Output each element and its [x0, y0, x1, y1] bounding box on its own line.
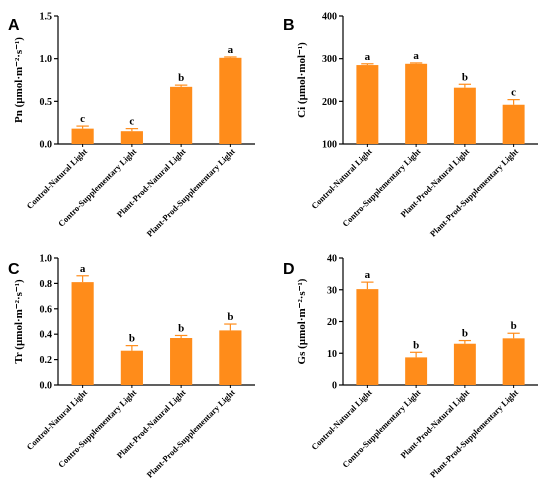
- significance-label: b: [178, 322, 184, 334]
- significance-label: b: [227, 311, 233, 323]
- y-tick-label: 0.0: [40, 140, 53, 151]
- chart-c-svg: C0.00.20.40.60.81.0Tr (µmol·m⁻²·s⁻¹)aCon…: [8, 254, 255, 480]
- significance-label: c: [80, 113, 85, 125]
- y-tick-label: 40: [327, 254, 337, 265]
- chart-panel-d: D 0 10 20 30 40 Gs (µmol·m⁻²·s⁻¹) a Control-Natu…: [275, 248, 550, 497]
- x-tick-label: Plant-Prod-Supplementary Light: [145, 387, 237, 479]
- y-axis-label: Ci (µmol·mol⁻¹): [296, 42, 308, 118]
- significance-label: a: [228, 44, 234, 56]
- y-tick-label: 0.5: [40, 97, 53, 108]
- y-tick-label: 1.0: [40, 254, 53, 265]
- significance-label: b: [178, 72, 184, 84]
- bar: [356, 65, 379, 144]
- bar: [405, 63, 428, 144]
- bar: [502, 104, 525, 144]
- bar: [405, 357, 428, 385]
- y-tick-label: 100: [322, 140, 337, 151]
- chart-panel-c: C 0.0 0.2 0.4 0.6 0.8 1.0 Tr (µmol·m⁻²·s⁻¹) a Con…: [0, 248, 275, 497]
- bar: [120, 350, 143, 385]
- bar: [170, 338, 193, 385]
- y-tick-label: 0.8: [40, 279, 53, 290]
- y-tick-label: 1.0: [40, 54, 53, 65]
- y-tick-label: 20: [327, 317, 337, 328]
- bar: [219, 330, 242, 385]
- x-tick-label: Contro-Supplementary Light: [340, 387, 422, 469]
- significance-label: b: [462, 71, 468, 83]
- bar: [120, 131, 143, 144]
- significance-label: a: [365, 51, 371, 63]
- bar: [453, 343, 476, 385]
- bar: [170, 86, 193, 144]
- chart-panel-b: B 100 200 300 400 Ci (µmol·mol⁻¹) a Control-Nat…: [275, 0, 550, 248]
- y-tick-label: 0.0: [40, 381, 53, 392]
- chart-panel-a: A 0.0 0.5 1.0 1.5 Pn (µmol·m⁻²·s⁻¹) c Control-N…: [0, 0, 275, 248]
- significance-label: a: [413, 50, 419, 62]
- significance-label: b: [129, 333, 135, 345]
- y-tick-label: 0: [332, 381, 337, 392]
- y-tick-label: 0.2: [40, 355, 53, 366]
- significance-label: b: [511, 320, 517, 332]
- y-axis-label: Tr (µmol·m⁻²·s⁻¹): [13, 279, 25, 364]
- panel-letter: B: [283, 17, 295, 34]
- bar: [219, 57, 242, 144]
- x-tick-label: Plant-Prod-Supplementary Light: [428, 146, 520, 238]
- x-tick-label: Contro-Supplementary Light: [340, 146, 422, 228]
- panel-letter: D: [283, 261, 295, 278]
- y-tick-label: 400: [322, 12, 337, 23]
- y-tick-label: 1.5: [40, 12, 53, 23]
- significance-label: c: [511, 87, 516, 99]
- bar: [356, 289, 379, 385]
- x-tick-label: Plant-Prod-Supplementary Light: [428, 387, 520, 479]
- bar: [71, 282, 94, 385]
- y-tick-label: 10: [327, 349, 337, 360]
- y-tick-label: 30: [327, 285, 337, 296]
- y-tick-label: 200: [322, 97, 337, 108]
- significance-label: b: [413, 339, 419, 351]
- bar: [453, 87, 476, 144]
- x-tick-label: Plant-Prod-Supplementary Light: [145, 146, 237, 238]
- significance-label: a: [80, 263, 86, 275]
- y-axis-label: Gs (µmol·m⁻²·s⁻¹): [296, 278, 308, 364]
- chart-a-svg: A0.00.51.01.5Pn (µmol·m⁻²·s⁻¹) cControl-N…: [8, 12, 255, 239]
- y-axis-label: Pn (µmol·m⁻²·s⁻¹): [13, 37, 25, 123]
- y-tick-label: 0.6: [40, 304, 53, 315]
- bar: [71, 128, 94, 144]
- panel-letter: C: [8, 261, 20, 278]
- y-tick-label: 0.4: [40, 330, 53, 341]
- significance-label: a: [365, 269, 371, 281]
- significance-label: c: [129, 116, 134, 128]
- bar: [502, 338, 525, 385]
- panel-letter: A: [8, 17, 20, 34]
- y-tick-label: 300: [322, 54, 337, 65]
- significance-label: b: [462, 328, 468, 340]
